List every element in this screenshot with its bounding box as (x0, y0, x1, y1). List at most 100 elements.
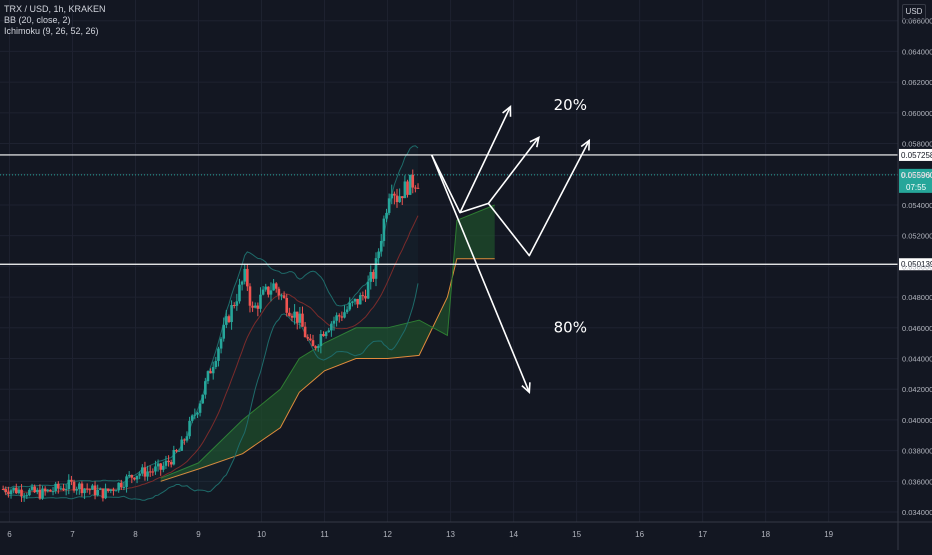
time-tick-label: 18 (761, 530, 770, 539)
candle-up (225, 316, 228, 325)
candle-down (361, 295, 365, 297)
candle-up (264, 286, 268, 290)
probability-label: 20% (554, 96, 587, 114)
candle-down (414, 187, 417, 189)
candle-up (51, 491, 55, 493)
candle-down (148, 471, 152, 473)
indicator-ichimoku-label[interactable]: Ichimoku (9, 26, 52, 26) (4, 26, 99, 36)
indicator-bb-label[interactable]: BB (20, close, 2) (4, 15, 71, 25)
candle-down (322, 334, 325, 337)
candle-up (185, 436, 189, 441)
candle-up (319, 334, 323, 347)
candle-up (114, 490, 118, 492)
level-price-label: 0.050139 (901, 260, 932, 269)
candle-up (387, 198, 391, 213)
candle-down (175, 450, 178, 452)
candle-up (217, 348, 220, 361)
candle-up (41, 488, 44, 499)
symbol-title[interactable]: TRX / USD, 1h, KRAKEN (4, 4, 106, 14)
time-tick-label: 15 (572, 530, 581, 539)
candle-down (85, 488, 89, 490)
price-tick-label: 0.042000 (902, 385, 932, 394)
candle-down (282, 295, 286, 299)
candle-up (374, 258, 378, 279)
candle-up (162, 465, 165, 470)
candle-down (337, 315, 341, 317)
candle-up (345, 309, 349, 313)
candle-down (120, 482, 123, 488)
candle-up (343, 312, 346, 318)
probability-label: 80% (554, 318, 587, 336)
projections (430, 105, 591, 395)
candle-down (49, 489, 52, 492)
candle-up (222, 324, 226, 339)
candle-up (22, 495, 26, 497)
candle-down (38, 489, 42, 499)
candle-up (335, 315, 338, 321)
candle-up (127, 474, 131, 477)
candle-down (70, 479, 73, 482)
down-path-arrowhead (521, 382, 531, 395)
time-tick-label: 9 (196, 530, 201, 539)
candle-up (204, 381, 207, 395)
up-path-3-arrowhead (580, 138, 591, 151)
candle-up (259, 294, 262, 309)
candle-up (235, 301, 239, 306)
candle-up (125, 476, 128, 487)
candle-down (112, 489, 115, 491)
candle-up (293, 311, 296, 318)
horizontal-levels: 0.057258 0.050139 0.055960 07:55 (0, 148, 932, 271)
candles (1, 169, 420, 502)
candle-down (340, 316, 344, 318)
candle-up (164, 460, 168, 466)
candle-down (14, 487, 18, 494)
candle-down (80, 483, 84, 494)
candle-up (122, 486, 126, 488)
candle-up (219, 338, 223, 349)
candle-down (167, 460, 170, 463)
candle-up (348, 302, 352, 310)
candle-down (288, 312, 291, 316)
candle-down (301, 313, 304, 327)
up-path-arrowhead (502, 105, 512, 117)
candle-up (298, 313, 302, 323)
candle-down (311, 340, 315, 347)
time-tick-label: 17 (698, 530, 707, 539)
candle-down (72, 481, 76, 491)
candle-up (35, 489, 39, 493)
up-path-2-arrowhead (529, 135, 540, 148)
candle-up (138, 473, 141, 476)
price-tick-label: 0.056000 (902, 170, 932, 179)
price-tick-label: 0.058000 (902, 140, 932, 149)
candle-down (285, 298, 289, 313)
up-path-3 (487, 140, 590, 257)
time-tick-label: 7 (70, 530, 75, 539)
candle-up (398, 196, 401, 203)
candle-down (406, 181, 409, 195)
candle-up (269, 290, 273, 295)
candle-down (309, 338, 312, 341)
candle-up (330, 323, 333, 331)
candle-up (198, 403, 202, 413)
candle-down (372, 271, 375, 279)
candle-down (56, 483, 60, 489)
currency-button[interactable]: USD (902, 4, 926, 20)
candle-up (243, 268, 247, 282)
candle-up (104, 488, 107, 499)
candle-down (295, 311, 299, 323)
candle-up (379, 240, 383, 252)
candle-up (206, 371, 210, 382)
candle-up (253, 305, 257, 308)
price-tick-label: 0.034000 (902, 508, 932, 517)
candle-down (303, 326, 307, 338)
candle-down (93, 485, 97, 496)
price-tick-label: 0.036000 (902, 477, 932, 486)
up-path (430, 106, 512, 214)
candle-up (403, 181, 407, 199)
price-tick-label: 0.066000 (902, 17, 932, 26)
candle-up (272, 283, 275, 291)
down-path (430, 154, 531, 393)
price-tick-label: 0.062000 (902, 78, 932, 87)
